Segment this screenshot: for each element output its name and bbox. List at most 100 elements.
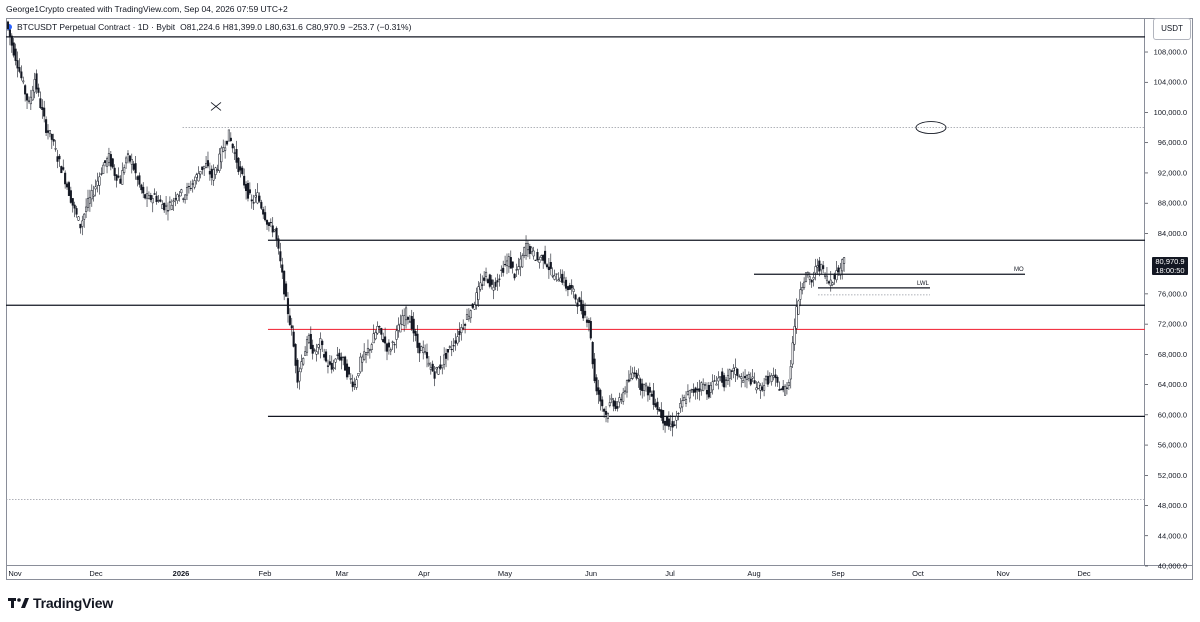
candle-body <box>281 264 284 273</box>
candle-body <box>717 377 720 382</box>
candle-body <box>126 153 130 155</box>
candle-body <box>555 273 558 275</box>
candle-body <box>265 220 269 225</box>
candle-body <box>229 137 232 142</box>
candle-body <box>14 48 17 61</box>
candle-body <box>134 163 137 174</box>
candle-body <box>52 139 55 142</box>
candle-body <box>387 342 390 348</box>
candle-body <box>264 212 267 221</box>
candle-body <box>22 80 25 83</box>
candle-body <box>363 351 366 360</box>
candle-body <box>347 366 350 375</box>
candle-body <box>256 192 259 204</box>
candle-body <box>39 98 42 108</box>
candle-body <box>816 265 819 268</box>
x-tick-label: Jun <box>585 569 597 578</box>
candle-body <box>258 195 261 202</box>
time-axis[interactable] <box>6 566 1193 580</box>
tradingview-brand[interactable]: TradingView <box>8 595 113 611</box>
candle-body <box>465 314 469 320</box>
candle-body <box>648 387 651 393</box>
candle-body <box>246 183 250 199</box>
candle-body <box>248 189 251 194</box>
candle-body <box>654 403 657 407</box>
candle-body <box>526 243 529 251</box>
candle-body <box>787 382 790 386</box>
candle-body <box>448 346 451 348</box>
candle-body <box>818 260 821 272</box>
candle-body <box>804 272 808 282</box>
x-tick-label: Aug <box>747 569 760 578</box>
candle-body <box>723 375 726 388</box>
candle-body <box>285 283 288 297</box>
candle-body <box>142 186 145 194</box>
candle-body <box>582 304 585 319</box>
candle-body <box>627 379 630 382</box>
candle-body <box>391 341 394 344</box>
candle-body <box>321 340 324 346</box>
candle-body <box>416 333 419 348</box>
candle-body <box>469 310 472 319</box>
candle-body <box>119 178 122 184</box>
candle-body <box>271 225 274 233</box>
candle-body <box>325 351 328 362</box>
candle-body <box>715 383 718 386</box>
candle-body <box>18 67 21 72</box>
candle-body <box>73 204 76 209</box>
candle-body <box>298 371 301 382</box>
candle-body <box>843 257 846 264</box>
candle-body <box>751 376 754 379</box>
candle-body <box>180 189 183 194</box>
candle-body <box>612 400 615 407</box>
candle-body <box>351 381 354 388</box>
candle-body <box>184 194 187 200</box>
candle-body <box>125 157 128 164</box>
candle-body <box>454 340 457 344</box>
symbol-title[interactable]: BTCUSDT Perpetual Contract · 1D · Bybit <box>17 22 176 32</box>
candle-body <box>187 185 190 188</box>
x-tick-label: Dec <box>89 569 103 578</box>
candle-body <box>437 366 440 375</box>
candle-body <box>738 376 741 378</box>
candle-body <box>406 317 410 320</box>
candle-body <box>532 250 535 257</box>
candle-body <box>745 375 749 380</box>
candle-body <box>545 264 549 268</box>
candle-body <box>286 298 290 315</box>
chart-pane[interactable] <box>6 18 1145 566</box>
candle-body <box>403 315 406 326</box>
candle-body <box>684 399 688 404</box>
candle-body <box>370 344 373 350</box>
candle-body <box>599 389 602 402</box>
candle-body <box>763 385 766 391</box>
candle-body <box>477 286 480 300</box>
candle-body <box>839 267 842 276</box>
candle-body <box>233 152 236 154</box>
candle-body <box>163 202 166 211</box>
candle-body <box>283 270 286 295</box>
candle-body <box>665 415 669 426</box>
candle-body <box>519 258 522 268</box>
candle-body <box>780 388 783 391</box>
candle-body <box>25 93 29 101</box>
x-tick-label: Oct <box>912 569 925 578</box>
candle-body <box>140 184 143 191</box>
candle-body <box>464 324 467 326</box>
candle-body <box>696 388 699 391</box>
candle-body <box>199 171 202 175</box>
candle-body <box>302 358 305 365</box>
ohlc-open: O81,224.6 <box>180 22 220 32</box>
candle-body <box>450 348 453 351</box>
y-tick-label: 76,000.0 <box>1158 289 1187 298</box>
bar-countdown: 18:00:50 <box>1155 265 1185 275</box>
candle-body <box>250 199 253 202</box>
candle-body <box>572 288 575 292</box>
candle-body <box>279 251 282 262</box>
candle-body <box>557 279 560 282</box>
target-ellipse-icon <box>915 121 947 135</box>
currency-selector[interactable]: USDT <box>1153 18 1191 40</box>
candle-body <box>235 149 238 163</box>
y-tick-label: 104,000.0 <box>1154 78 1187 87</box>
